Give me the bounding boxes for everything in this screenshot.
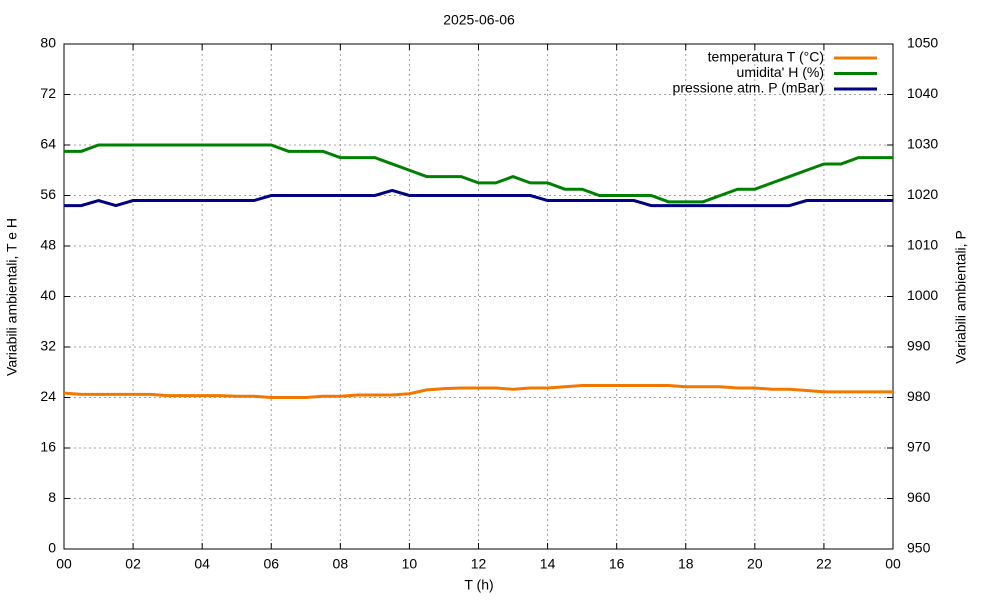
- x-tick-label: 08: [333, 556, 349, 572]
- y-tick-label: 56: [40, 186, 56, 202]
- x-tick-label: 10: [402, 556, 418, 572]
- y-tick-label: 8: [48, 489, 56, 505]
- x-tick-label: 00: [885, 556, 901, 572]
- x-tick-label: 16: [609, 556, 625, 572]
- y-axis-label: Variabili ambientali, T e H: [4, 218, 20, 376]
- legend-label: temperatura T (°C): [708, 49, 824, 65]
- x-tick-label: 18: [678, 556, 694, 572]
- y2-tick-label: 1030: [907, 136, 938, 152]
- y2-tick-label: 1000: [907, 287, 938, 303]
- x-axis-label: T (h): [464, 577, 493, 593]
- y-tick-label: 48: [40, 237, 56, 253]
- y-tick-label: 16: [40, 439, 56, 455]
- y2-tick-label: 1020: [907, 186, 938, 202]
- y-tick-label: 72: [40, 85, 56, 101]
- y2-tick-label: 990: [907, 338, 931, 354]
- y-tick-label: 32: [40, 338, 56, 354]
- series-line: [64, 188, 893, 208]
- x-tick-label: 14: [540, 556, 556, 572]
- y-tick-label: 0: [48, 540, 56, 556]
- series-line: [64, 143, 893, 204]
- x-tick-label: 22: [816, 556, 832, 572]
- y-tick-label: 64: [40, 136, 56, 152]
- legend-label: umidita' H (%): [737, 64, 824, 80]
- x-tick-label: 06: [263, 556, 279, 572]
- y-tick-label: 80: [40, 35, 56, 51]
- y2-tick-label: 950: [907, 540, 931, 556]
- y2-tick-label: 980: [907, 388, 931, 404]
- y2-tick-label: 1050: [907, 35, 938, 51]
- series-line: [63, 384, 893, 399]
- y2-tick-label: 1010: [907, 237, 938, 253]
- y2-axis-label: Variabili ambientali, P: [953, 230, 969, 364]
- x-tick-label: 02: [125, 556, 141, 572]
- x-tick-label: 12: [471, 556, 487, 572]
- y2-tick-label: 970: [907, 439, 931, 455]
- chart-title: 2025-06-06: [443, 12, 515, 28]
- y-tick-label: 40: [40, 287, 56, 303]
- y-tick-label: 24: [40, 388, 56, 404]
- y2-tick-label: 1040: [907, 85, 938, 101]
- x-tick-label: 00: [56, 556, 72, 572]
- x-tick-label: 04: [194, 556, 210, 572]
- y2-tick-label: 960: [907, 489, 931, 505]
- legend-label: pressione atm. P (mBar): [673, 80, 824, 96]
- x-tick-label: 20: [747, 556, 763, 572]
- plot-border: [63, 43, 894, 550]
